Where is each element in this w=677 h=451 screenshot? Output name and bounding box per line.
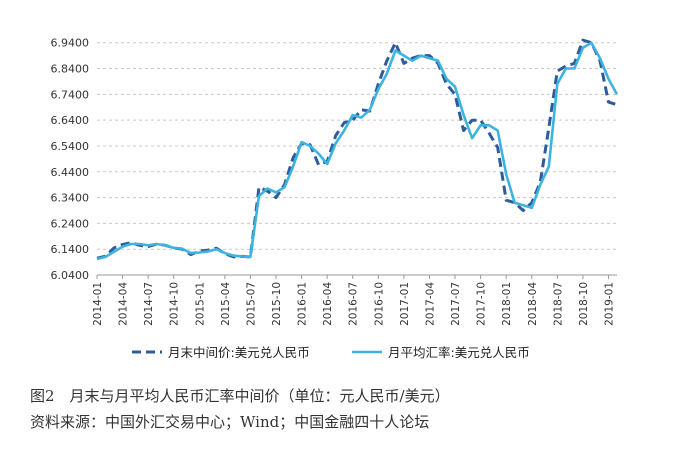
gridlines xyxy=(97,42,617,250)
series-line-month-average xyxy=(96,41,619,261)
y-tick-label: 6.4400 xyxy=(51,166,90,179)
x-tick-label: 2019-01 xyxy=(603,282,615,326)
x-tick-label: 2017-04 xyxy=(424,282,436,326)
x-tick-label: 2016-01 xyxy=(297,282,309,326)
x-tick-label: 2015-01 xyxy=(194,282,206,326)
y-tick-label: 6.1400 xyxy=(51,243,90,256)
x-tick-label: 2017-10 xyxy=(476,282,488,326)
x-tick-label: 2018-01 xyxy=(501,282,513,326)
x-tick-label: 2014-01 xyxy=(92,282,104,326)
axes: 6.0400 6.1400 6.2400 6.3400 6.4400 6.5400 6.64… xyxy=(51,37,617,326)
x-tick-label: 2014-07 xyxy=(143,282,155,326)
y-tick-label: 6.8400 xyxy=(51,63,90,76)
x-tick-label: 2015-07 xyxy=(245,282,257,326)
x-tick-label: 2017-07 xyxy=(450,282,462,326)
figure-caption: 图2 月末与月平均人民币汇率中间价（单位：元人民币/美元） xyxy=(30,387,450,405)
series-lines xyxy=(96,38,619,261)
legend-label: 月平均汇率:美元兑人民币 xyxy=(388,345,530,360)
x-tick-label: 2017-01 xyxy=(399,282,411,326)
legend: 月末中间价:美元兑人民币 月平均汇率:美元兑人民币 xyxy=(132,345,530,360)
x-tick-label: 2014-10 xyxy=(169,282,181,326)
x-tick-label: 2014-04 xyxy=(118,282,130,326)
y-tick-label: 6.6400 xyxy=(51,114,90,127)
x-tick-label: 2018-10 xyxy=(578,282,590,326)
x-tick-label: 2016-04 xyxy=(322,282,334,326)
x-tick-label: 2018-04 xyxy=(527,282,539,326)
x-tick-label: 2015-10 xyxy=(271,282,283,326)
y-tick-label: 6.5400 xyxy=(51,140,90,153)
x-tick-label: 2018-07 xyxy=(552,282,564,326)
x-tick-label: 2016-07 xyxy=(348,282,360,326)
x-tick-label: 2015-04 xyxy=(220,282,232,326)
y-tick-label: 6.3400 xyxy=(51,192,90,205)
series-line-month-end xyxy=(96,38,618,260)
y-tick-label: 6.0400 xyxy=(51,269,90,282)
y-tick-label: 6.7400 xyxy=(51,88,90,101)
source-note: 资料来源：中国外汇交易中心；Wind；中国金融四十人论坛 xyxy=(30,413,430,431)
y-tick-label: 6.9400 xyxy=(51,37,90,50)
y-tick-label: 6.2400 xyxy=(51,217,90,230)
x-tick-label: 2016-10 xyxy=(373,282,385,326)
legend-label: 月末中间价:美元兑人民币 xyxy=(168,345,310,360)
